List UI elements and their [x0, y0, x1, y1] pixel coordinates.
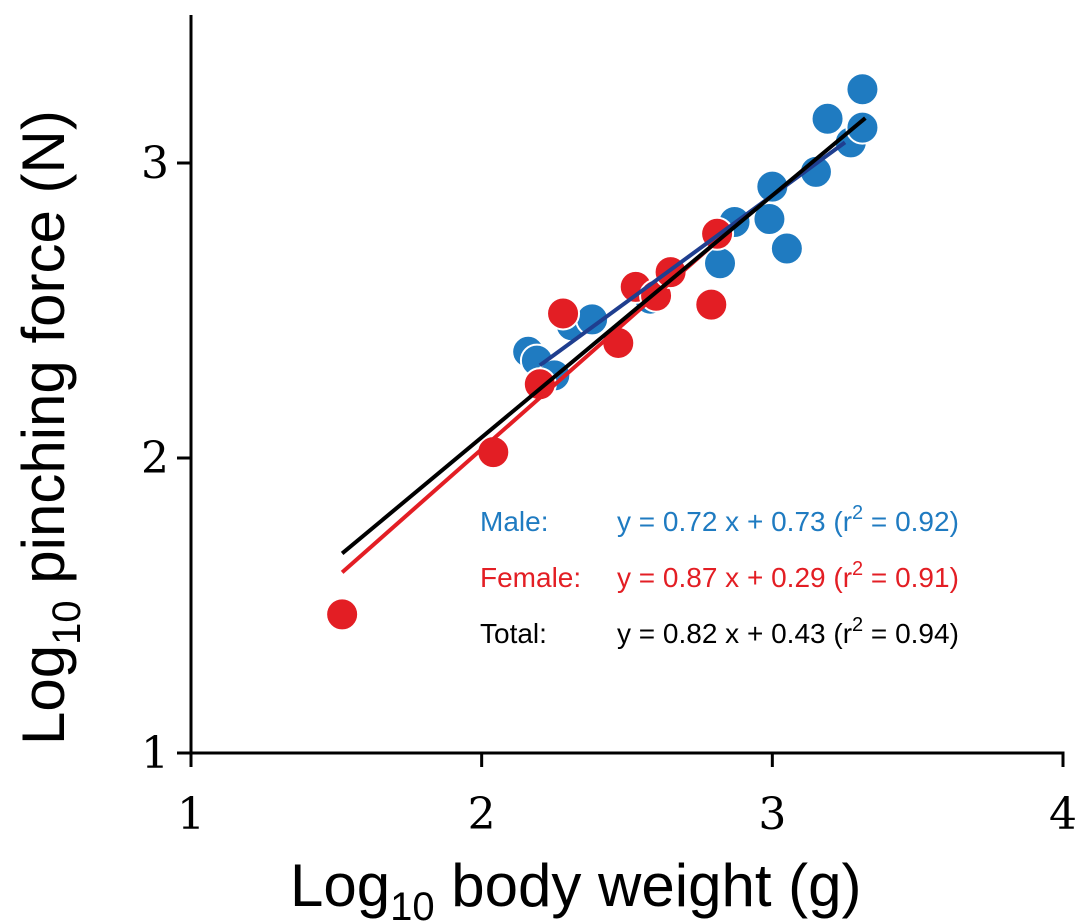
equation-superscript: 2 [852, 614, 863, 636]
legend-equation-male: y = 0.72 x + 0.73 (r2 = 0.92) [617, 502, 959, 537]
male-data-point [703, 246, 738, 281]
equation-superscript: 2 [852, 502, 863, 524]
y-axis-title-base: Log [10, 645, 77, 745]
equation-main: y = 0.82 x + 0.43 (r [617, 618, 852, 649]
female-data-point [325, 597, 360, 632]
legend: Male: y = 0.72 x + 0.73 (r2 = 0.92)Female… [480, 502, 959, 649]
x-axis-title-base: Log [290, 852, 390, 919]
male-data-point [845, 72, 880, 107]
y-tick-label: 1 [141, 728, 169, 779]
equation-tail: = 0.91) [863, 562, 959, 593]
x-tick-label: 3 [758, 789, 786, 840]
x-axis-title-sub: 10 [390, 885, 435, 924]
legend-label-male: Male: [480, 506, 548, 537]
y-axis-title-sub: 10 [45, 600, 89, 645]
y-axis-title: Log10 pinching force (N) [10, 110, 89, 745]
male-data-point [810, 101, 845, 136]
male-data-point [755, 169, 790, 204]
equation-main: y = 0.72 x + 0.73 (r [617, 506, 852, 537]
x-tick-label: 4 [1049, 789, 1077, 840]
y-axis-title-rest: pinching force (N) [10, 110, 77, 600]
y-tick-label: 2 [141, 433, 169, 484]
total-fit-line [340, 116, 867, 555]
female-data-point [694, 287, 729, 322]
equation-tail: = 0.92) [863, 506, 959, 537]
legend-equation-total: y = 0.82 x + 0.43 (r2 = 0.94) [617, 614, 959, 649]
x-axis-title: Log10 body weight (g) [290, 852, 862, 924]
equation-superscript: 2 [852, 558, 863, 580]
legend-equation-female: y = 0.87 x + 0.29 (r2 = 0.91) [617, 558, 959, 593]
legend-label-female: Female: [480, 562, 581, 593]
equation-main: y = 0.87 x + 0.29 (r [617, 562, 852, 593]
female-fit-line [340, 237, 722, 574]
equation-tail: = 0.94) [863, 618, 959, 649]
y-tick-label: 3 [141, 138, 169, 189]
x-tick-label: 2 [468, 789, 496, 840]
fit-lines [340, 116, 867, 574]
male-data-point [769, 231, 804, 266]
data-points [325, 72, 880, 632]
axis-titles: Log10 body weight (g) Log10 pinching for… [10, 110, 862, 924]
female-data-point [546, 296, 581, 331]
x-tick-label: 1 [177, 789, 205, 840]
axes: 1 2 3 4 1 2 3 [141, 15, 1077, 840]
male-data-point [845, 110, 880, 145]
legend-label-total: Total: [480, 618, 547, 649]
x-axis-title-rest: body weight (g) [435, 852, 862, 919]
